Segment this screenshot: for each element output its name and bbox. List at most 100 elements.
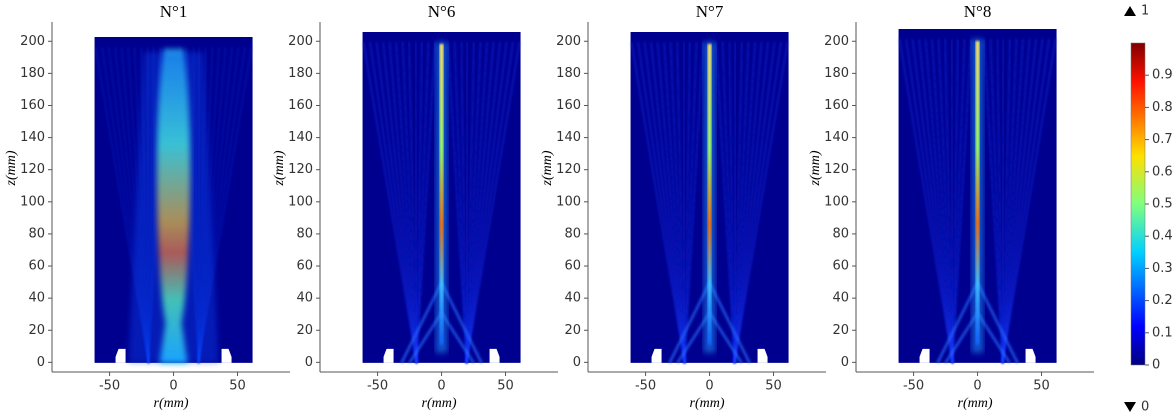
- chart-title: N°6: [428, 2, 456, 21]
- y-tick-label: 120: [20, 162, 45, 177]
- field-ray: [931, 38, 954, 363]
- x-axis-label: r(mm): [154, 396, 189, 411]
- transducer: [757, 348, 768, 363]
- colorbar-max-label: 1: [1141, 4, 1149, 19]
- x-tick-label: -50: [635, 379, 656, 394]
- y-tick-label: 180: [20, 66, 45, 81]
- y-tick-label: 200: [824, 34, 849, 49]
- field-ray: [951, 38, 966, 363]
- field-plot: [362, 32, 521, 364]
- field-ray: [465, 41, 476, 363]
- y-tick-label: 200: [556, 34, 581, 49]
- transducer: [383, 348, 394, 363]
- y-tick-label: 200: [20, 34, 45, 49]
- field-ray: [362, 41, 418, 364]
- field-ray: [733, 41, 744, 363]
- min-marker: [1124, 402, 1136, 412]
- field-ray: [683, 41, 705, 363]
- transducer: [489, 348, 500, 363]
- field-ray: [733, 41, 750, 363]
- field-ray: [951, 38, 960, 363]
- field-ray: [637, 41, 686, 364]
- y-tick-label: 120: [288, 162, 313, 177]
- field-ray: [643, 41, 686, 363]
- field-ray: [369, 41, 418, 364]
- colorbar-tick-label: 0.3: [1152, 261, 1173, 276]
- x-tick-label: 50: [765, 379, 782, 394]
- x-tick-label: 0: [705, 379, 713, 394]
- field-ray: [650, 41, 686, 363]
- field-ray: [465, 41, 482, 363]
- y-tick-label: 20: [832, 323, 849, 338]
- x-tick-label: 0: [437, 379, 445, 394]
- beam: [439, 44, 444, 345]
- field-ray: [460, 41, 468, 363]
- field-ray: [415, 41, 424, 363]
- y-tick-label: 60: [832, 259, 849, 274]
- colorbar-tick-label: 0.6: [1152, 164, 1173, 179]
- field-ray: [630, 41, 686, 364]
- x-axis-label: r(mm): [422, 396, 457, 411]
- y-tick-label: 100: [824, 194, 849, 209]
- y-tick-label: 120: [556, 162, 581, 177]
- y-tick-label: 100: [288, 194, 313, 209]
- x-tick-label: -50: [903, 379, 924, 394]
- field-ray: [911, 38, 954, 363]
- field-ray: [465, 41, 502, 363]
- field-ray: [465, 41, 495, 363]
- y-tick-label: 80: [296, 226, 313, 241]
- x-tick-label: 0: [169, 379, 177, 394]
- field-ray: [1001, 38, 1012, 363]
- field-ray: [728, 41, 736, 363]
- colorbar-tick-label: 0.8: [1152, 100, 1173, 115]
- field-ray: [898, 38, 954, 364]
- y-tick-label: 180: [288, 66, 313, 81]
- field-plot: [898, 29, 1057, 364]
- y-tick-label: 40: [28, 291, 45, 306]
- field-ray: [465, 41, 469, 363]
- field-ray: [950, 38, 954, 363]
- beam: [975, 41, 980, 345]
- field-ray: [983, 38, 1004, 363]
- field-ray: [465, 41, 515, 364]
- max-marker: [1124, 6, 1136, 16]
- y-tick-label: 80: [28, 226, 45, 241]
- field-ray: [375, 41, 418, 363]
- field-ray: [1001, 38, 1005, 363]
- y-axis-label: z(mm): [4, 150, 19, 186]
- transducer: [1025, 348, 1036, 363]
- field-ray: [401, 41, 418, 363]
- y-tick-label: 160: [824, 98, 849, 113]
- field-ray: [1001, 38, 1051, 364]
- y-tick-label: 180: [556, 66, 581, 81]
- field-ray: [656, 41, 686, 363]
- y-tick-label: 0: [841, 355, 849, 370]
- y-tick-label: 0: [573, 355, 581, 370]
- chart-title: N°7: [696, 2, 724, 21]
- y-tick-label: 20: [296, 323, 313, 338]
- beam: [707, 44, 712, 345]
- y-tick-label: 40: [564, 291, 581, 306]
- field-ray: [465, 41, 489, 363]
- field-ray: [408, 41, 418, 363]
- colorbar-tick-label: 0.5: [1152, 197, 1173, 212]
- transducer: [651, 348, 662, 363]
- y-tick-label: 40: [296, 291, 313, 306]
- colorbar-tick-label: 0.2: [1152, 293, 1173, 308]
- field-ray: [733, 41, 737, 363]
- field-ray: [733, 41, 783, 364]
- x-axis-label: r(mm): [690, 396, 725, 411]
- field-ray: [1001, 38, 1025, 363]
- colorbar-tick-label: 0.1: [1152, 325, 1173, 340]
- y-tick-label: 200: [288, 34, 313, 49]
- y-tick-label: 160: [20, 98, 45, 113]
- field-ray: [989, 38, 1004, 363]
- x-axis-label: r(mm): [958, 396, 993, 411]
- field-ray: [388, 41, 418, 363]
- colorbar-tick-label: 0.9: [1152, 68, 1173, 83]
- field-ray: [682, 41, 686, 363]
- field-ray: [937, 38, 954, 363]
- y-tick-label: 60: [296, 259, 313, 274]
- field-ray: [715, 41, 736, 363]
- field-ray: [733, 41, 763, 363]
